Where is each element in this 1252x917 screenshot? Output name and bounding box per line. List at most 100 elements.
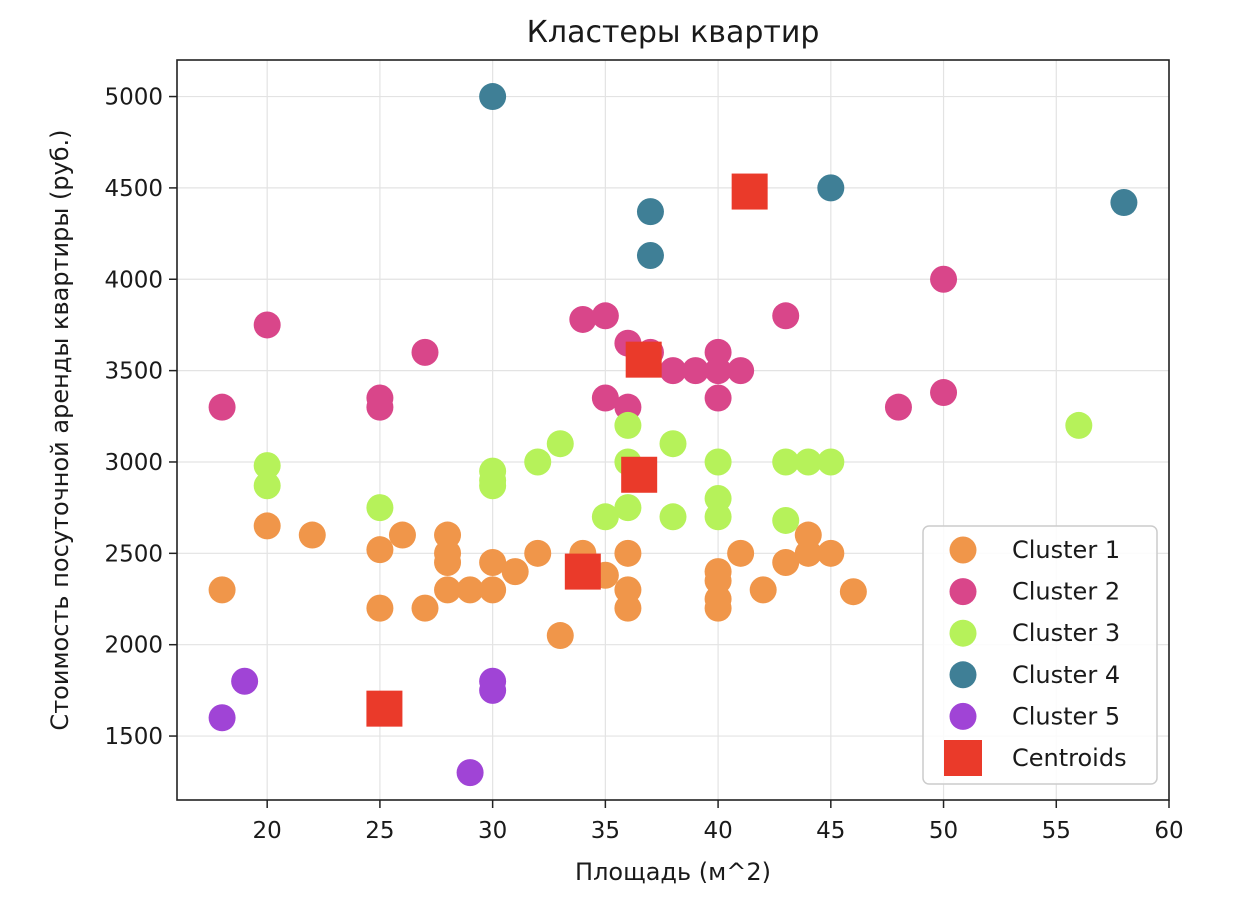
x-tick-label: 50 [929,818,958,844]
cluster-1-point [208,576,236,604]
y-axis-title: Стоимость посуточной аренды квартиры (ру… [46,129,74,730]
legend-cluster-2-label: Cluster 2 [1012,578,1120,606]
cluster-2-point [884,393,912,421]
cluster-3-point [659,503,687,531]
cluster-2-point [772,302,800,330]
centroids-marker [366,690,403,727]
cluster-1-point [614,539,642,567]
cluster-3-point [817,448,845,476]
cluster-2-point [591,302,619,330]
cluster-2-point [727,357,755,385]
cluster-2-point [930,379,958,407]
cluster-1-point [704,594,732,622]
cluster-3-point [794,448,822,476]
x-tick-label: 40 [703,818,732,844]
cluster-1-point [253,512,281,540]
cluster-1-point [794,539,822,567]
data-points [208,83,1138,787]
cluster-4-point [1110,189,1138,217]
x-tick-label: 20 [253,818,282,844]
cluster-2-point [411,338,439,366]
y-tick-label: 3500 [104,359,163,385]
y-tick-label: 4500 [104,176,163,202]
legend-centroids-swatch [944,740,982,776]
cluster-3-point [479,472,507,500]
cluster-1-point [546,622,574,650]
x-tick-label: 45 [816,818,845,844]
centroids-marker [625,341,662,378]
cluster-3-point [772,448,800,476]
legend-cluster-4-label: Cluster 4 [1012,661,1120,689]
legend-centroids-label: Centroids [1012,744,1127,772]
legend-cluster-2-swatch [949,578,977,606]
cluster-2-point [208,393,236,421]
cluster-5-point [208,704,236,732]
cluster-2-point [659,357,687,385]
cluster-4-point [479,83,507,111]
x-tick-label: 55 [1042,818,1071,844]
cluster-1-point [456,576,484,604]
y-tick-label: 2500 [104,541,163,567]
x-tick-label: 60 [1154,818,1183,844]
cluster-2-point [682,357,710,385]
cluster-1-point [524,539,552,567]
cluster-1-point [298,521,326,549]
cluster-4-point [636,198,664,226]
y-tick-label: 5000 [104,85,163,111]
cluster-3-point [659,430,687,458]
legend: Cluster 1 Cluster 2 Cluster 3 Cluster 4 Clus… [922,525,1158,785]
cluster-3-point [1065,411,1093,439]
cluster-1-point [388,521,416,549]
cluster-2-point [704,384,732,412]
legend-cluster-3-label: Cluster 3 [1012,619,1120,647]
cluster-2-point [930,265,958,293]
legend-cluster-1-swatch [949,536,977,564]
cluster-1-point [727,539,755,567]
y-tick-label: 3000 [104,450,163,476]
cluster-3-point [253,452,281,480]
cluster-5-point [231,667,259,695]
cluster-5-point [456,759,484,787]
chart-title: Кластеры квартир [527,15,820,50]
plot-frame [176,59,1170,801]
x-axis-title: Площадь (м^2) [575,858,771,886]
legend-cluster-1-label: Cluster 1 [1012,536,1120,564]
cluster-3-point [366,494,394,522]
cluster-1-point [411,594,439,622]
cluster-1-point [501,558,529,586]
legend-cluster-4-swatch [949,661,977,689]
cluster-1-point [434,576,462,604]
cluster-1-point [839,578,867,606]
centroids-marker [731,173,768,210]
cluster-1-point [772,548,800,576]
cluster-1-point [614,594,642,622]
y-tick-label: 2000 [104,633,163,659]
cluster-1-point [366,536,394,564]
cluster-2-point [366,393,394,421]
cluster-3-point [614,411,642,439]
cluster-5-point [479,676,507,704]
y-axis-ticks: 1500 2000 2500 3000 3500 4000 4500 5000 [104,85,177,750]
y-tick-label: 1500 [104,724,163,750]
legend-cluster-3-swatch [949,619,977,647]
cluster-3-point [253,472,281,500]
centroids-marker [564,553,601,590]
cluster-3-point [704,503,732,531]
centroids-marker [621,456,658,493]
cluster-2-point [591,384,619,412]
x-axis-ticks: 20 25 30 35 40 45 50 55 60 [253,800,1184,844]
cluster-3-point [704,448,732,476]
cluster-1-point [479,576,507,604]
cluster-3-point [614,494,642,522]
cluster-3-point [546,430,574,458]
cluster-2-point [704,357,732,385]
x-tick-label: 25 [365,818,394,844]
cluster-2-point [253,311,281,339]
x-tick-label: 30 [478,818,507,844]
cluster-1-point [479,548,507,576]
cluster-4-point [636,242,664,270]
cluster-1-point [817,539,845,567]
cluster-2-point [569,305,597,333]
legend-box [922,525,1158,785]
